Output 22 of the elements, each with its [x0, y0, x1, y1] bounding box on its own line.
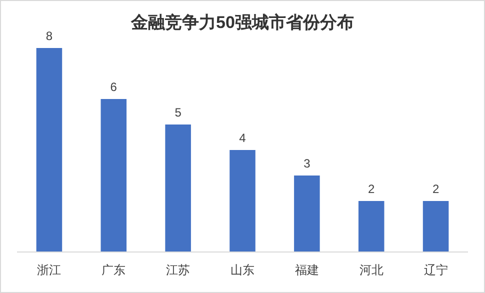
- x-tick-label: 浙江: [37, 263, 62, 277]
- x-tick-label: 江苏: [166, 263, 190, 277]
- bar: [165, 124, 191, 252]
- x-tick-label: 福建: [294, 263, 319, 277]
- x-tick-label: 辽宁: [424, 263, 448, 277]
- x-tick-label: 广东: [102, 263, 126, 277]
- data-label: 5: [174, 106, 182, 120]
- chart-title: 金融竞争力50强城市省份分布: [130, 13, 354, 32]
- bar: [422, 201, 449, 252]
- data-label: 8: [46, 29, 53, 43]
- bar: [294, 176, 320, 252]
- data-label: 6: [110, 80, 118, 94]
- data-label: 2: [432, 182, 440, 196]
- bar: [100, 99, 127, 252]
- bar: [36, 48, 62, 252]
- bar: [358, 201, 384, 252]
- x-tick-label: 山东: [230, 263, 254, 277]
- data-label: 3: [304, 156, 311, 170]
- bar: [230, 150, 256, 252]
- data-label: 4: [239, 131, 246, 145]
- data-label: 2: [368, 182, 376, 196]
- x-tick-label: 河北: [359, 263, 384, 277]
